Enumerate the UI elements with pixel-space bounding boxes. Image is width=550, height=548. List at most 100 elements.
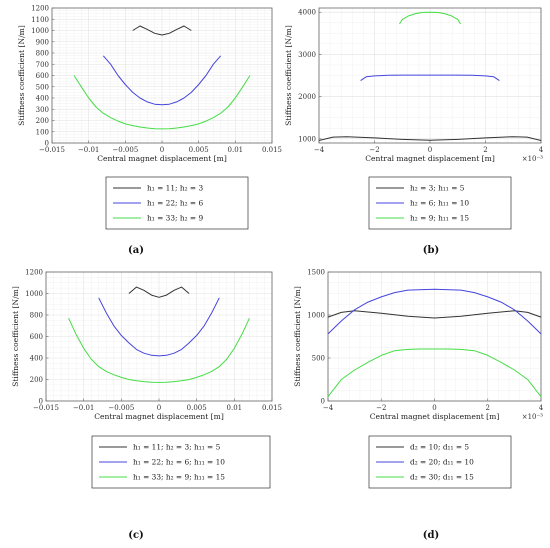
x-axis-label: Central magnet displacement [m]: [365, 154, 495, 163]
y-tick-label: 0: [321, 398, 325, 406]
grid: [45, 271, 273, 402]
x-tick-label: 2: [483, 146, 487, 154]
panel-label: (b): [423, 245, 439, 256]
y-tick-label: 600: [30, 333, 43, 341]
series-line-3: [399, 11, 461, 25]
y-tick-label: 800: [30, 312, 43, 320]
series-line-2: [102, 55, 222, 106]
y-tick-label: 400: [36, 95, 49, 103]
y-axis-label: Stiffness coefficient [N/m]: [284, 25, 293, 126]
x-tick-label: 0.005: [187, 404, 207, 412]
chart-panel-c: −0.015 −0.01 −0.005 0 0.005 0.01 0.015 0 200 400 6…: [11, 269, 282, 542]
series-line-3: [73, 75, 251, 130]
legend: h₁ = 11; h₂ = 3; h₁₁ = 5 h₁ = 22; h₂ = 6;…: [91, 435, 271, 489]
x-tick-label: 0.01: [227, 404, 243, 412]
legend-entry: h₁ = 22; h₂ = 6: [147, 199, 203, 208]
x-tick-label: 0: [160, 146, 164, 154]
y-tick-label: 1000: [31, 27, 49, 35]
series-line-2: [327, 288, 542, 335]
x-tick-label: 0: [157, 404, 161, 412]
panel-label: (d): [423, 530, 439, 541]
series-line-3: [327, 348, 542, 398]
y-tick-label: 1500: [307, 269, 325, 277]
y-tick-label: 1000: [25, 290, 43, 298]
legend-entry: d₂ = 20; d₁₁ = 10: [410, 458, 474, 467]
y-tick-label: 1000: [307, 312, 325, 320]
y-tick-label: 4000: [298, 9, 316, 17]
x-axis-label: Central magnet displacement [m]: [94, 412, 224, 421]
grid: [51, 7, 273, 144]
y-axis-label: Stiffness coefficient [N/m]: [11, 286, 20, 387]
x-tick-label: 0.015: [262, 404, 282, 412]
x-tick-label: 2: [486, 404, 490, 412]
legend-entry: h₁ = 11; h₂ = 3: [147, 184, 203, 193]
y-tick-label: 700: [36, 61, 49, 69]
x-tick-label: −4: [314, 146, 325, 154]
y-tick-label: 200: [30, 376, 43, 384]
x-exponent: ×10⁻³: [522, 155, 543, 163]
y-tick-label: 500: [36, 83, 49, 91]
panel-label: (c): [128, 530, 144, 541]
panel-label: (a): [128, 245, 144, 256]
y-tick-label: 3000: [298, 51, 316, 59]
y-tick-label: 0: [45, 140, 49, 148]
y-tick-label: 400: [30, 355, 43, 363]
y-tick-label: 0: [39, 398, 43, 406]
legend: d₂ = 10; d₁₁ = 5 d₂ = 20; d₁₁ = 10 d₂ = 30…: [368, 435, 512, 489]
legend-entry: h₁ = 11; h₂ = 3; h₁₁ = 5: [133, 443, 221, 452]
x-tick-label: 0: [432, 404, 436, 412]
x-axis-label: Central magnet displacement [m]: [97, 154, 227, 163]
series-line-1: [128, 286, 190, 298]
series-line-1: [327, 310, 542, 319]
y-axis-label: Stiffness coefficient [N/m]: [293, 286, 302, 387]
x-tick-label: −0.005: [112, 146, 138, 154]
series-line-2: [360, 74, 500, 82]
legend-entry: h₁ = 22; h₂ = 6; h₁₁ = 10: [133, 458, 225, 467]
x-tick-label: 0.015: [262, 146, 282, 154]
x-tick-label: −0.015: [39, 146, 65, 154]
grid: [327, 271, 542, 402]
x-tick-label: 0.01: [228, 146, 244, 154]
x-tick-label: 4: [539, 404, 544, 412]
y-tick-label: 2000: [298, 93, 316, 101]
x-tick-label: 0: [428, 146, 432, 154]
y-tick-label: 1000: [298, 135, 316, 143]
x-exponent: ×10⁻³: [522, 413, 543, 421]
x-tick-label: −0.01: [78, 146, 99, 154]
y-tick-label: 1200: [31, 5, 49, 13]
legend-entry: d₂ = 10; d₁₁ = 5: [410, 443, 469, 452]
legend-entry: h₁ = 33; h₂ = 9; h₁₁ = 15: [133, 473, 225, 482]
y-tick-label: 600: [36, 72, 49, 80]
x-tick-label: −2: [369, 146, 379, 154]
chart-panel-b: −4 −2 0 2 4 1000 2000 3000 4000 ×10⁻³ Central magn…: [284, 7, 544, 256]
y-tick-label: 500: [312, 355, 325, 363]
legend-entry: h₂ = 9; h₁₁ = 15: [410, 214, 469, 223]
x-tick-label: −0.01: [73, 404, 94, 412]
legend-entry: h₂ = 6; h₁₁ = 10: [410, 199, 469, 208]
x-tick-label: −0.015: [33, 404, 59, 412]
series-line-1: [132, 25, 192, 36]
y-tick-label: 100: [36, 128, 49, 136]
legend: h₁ = 11; h₂ = 3 h₁ = 22; h₂ = 6 h₁ = 33; h…: [105, 176, 249, 230]
legend-entry: h₂ = 3; h₁₁ = 5: [410, 184, 465, 193]
chart-panel-d: −4 −2 0 2 4 0 500 1000 1500 ×10⁻³ Central magnet d…: [293, 269, 544, 542]
x-tick-label: −0.005: [108, 404, 134, 412]
x-tick-label: 4: [539, 146, 544, 154]
x-tick-label: −2: [376, 404, 386, 412]
y-tick-label: 200: [36, 117, 49, 125]
series-line-1: [318, 136, 542, 141]
chart-panel-a: −0.015 −0.01 −0.005 0 0.005 0.01 0.015 0 100 200 3…: [17, 5, 282, 257]
y-tick-label: 1100: [31, 16, 49, 24]
y-tick-label: 900: [36, 38, 49, 46]
y-tick-label: 300: [36, 106, 49, 114]
legend: h₂ = 3; h₁₁ = 5 h₂ = 6; h₁₁ = 10 h₂ = 9; h…: [368, 176, 512, 230]
y-tick-label: 1200: [25, 269, 43, 277]
series-line-3: [68, 317, 250, 383]
y-axis-label: Stiffness coefficient [N/m]: [17, 25, 26, 126]
legend-entry: d₂ = 30; d₁₁ = 15: [410, 473, 474, 482]
legend-entry: h₁ = 33; h₂ = 9: [147, 214, 203, 223]
x-tick-label: −4: [323, 404, 334, 412]
series-line-2: [98, 297, 220, 357]
x-tick-label: 0.005: [189, 146, 209, 154]
